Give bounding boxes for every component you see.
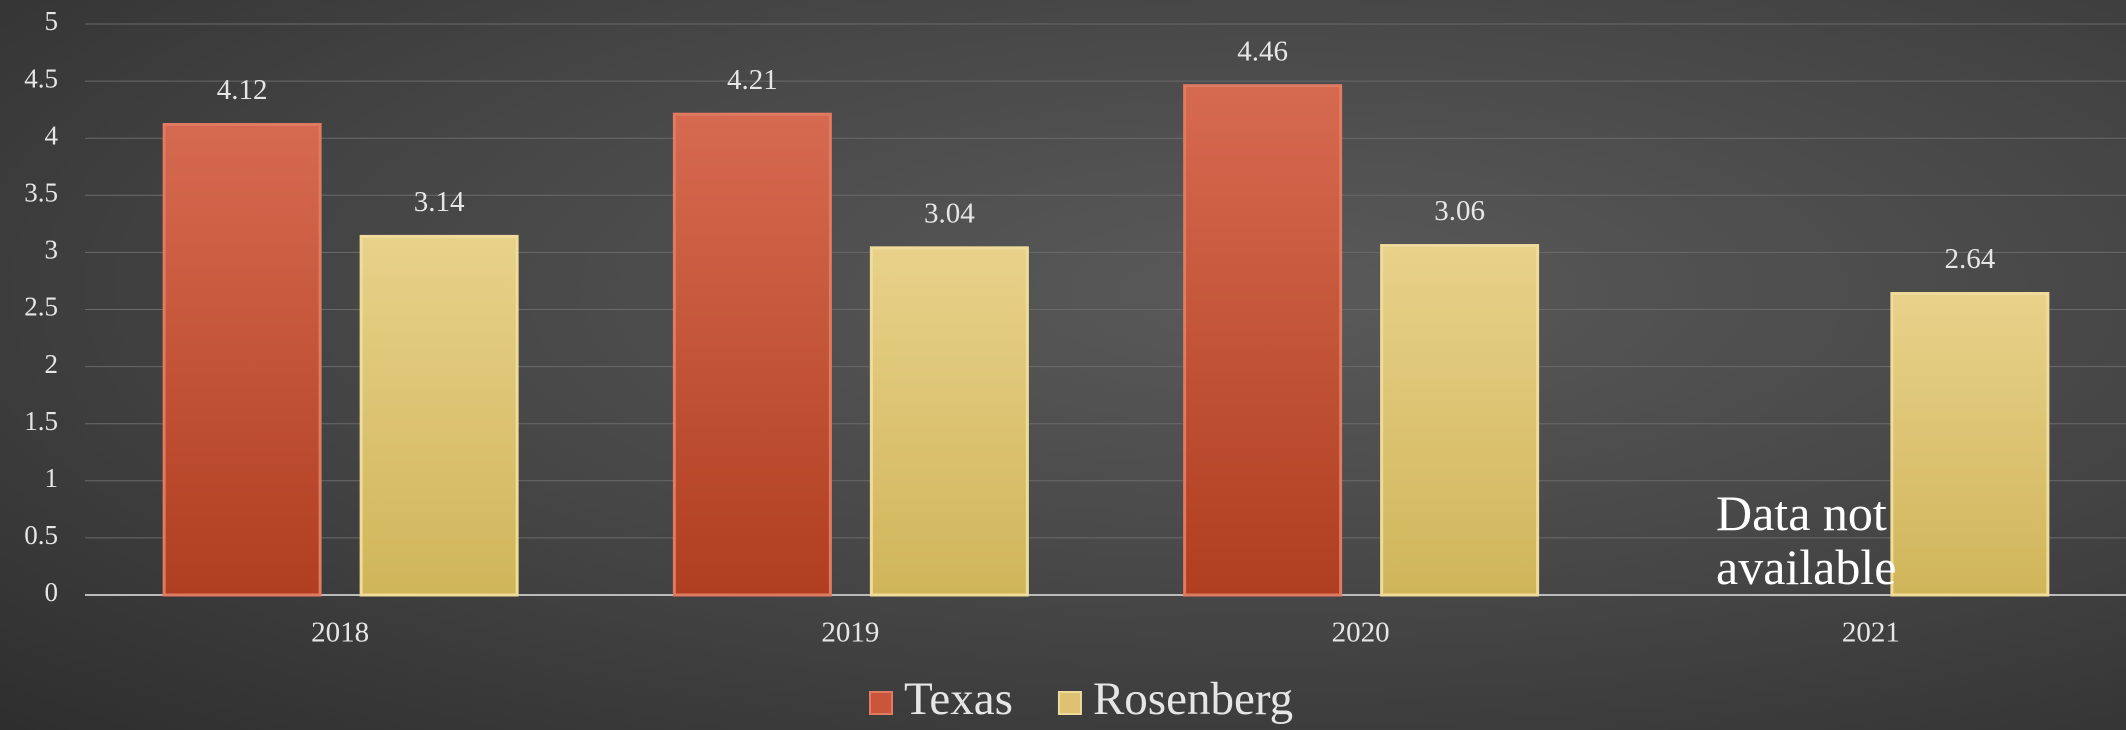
y-tick-label: 2: [45, 349, 59, 379]
bar: [672, 112, 832, 597]
x-tick-label: 2018: [311, 617, 369, 649]
y-tick-label: 5: [45, 6, 59, 36]
bar: [1380, 244, 1540, 597]
x-tick-label: 2021: [1842, 617, 1900, 649]
bar: [1183, 84, 1343, 597]
value-label: 4.12: [217, 74, 268, 106]
bar: [162, 122, 322, 597]
value-label: 2.64: [1945, 243, 1996, 275]
value-label: 4.21: [727, 64, 778, 96]
value-label: 3.14: [414, 186, 465, 218]
y-tick-label: 3.5: [24, 178, 58, 208]
y-tick-label: 4: [45, 120, 59, 150]
x-tick-label: 2020: [1332, 617, 1390, 649]
y-tick-label: 2.5: [24, 292, 58, 322]
y-tick-label: 1: [45, 463, 59, 493]
y-tick-label: 0: [45, 577, 59, 607]
bar: [869, 246, 1029, 597]
legend-label: Texas: [904, 673, 1013, 725]
value-label: 3.04: [924, 197, 975, 229]
annotation: Data not available: [1716, 485, 1897, 595]
legend-swatch: [869, 691, 893, 715]
legend-label: Rosenberg: [1093, 673, 1293, 725]
bar: [359, 234, 519, 597]
bar: [1890, 292, 2050, 597]
value-label: 3.06: [1434, 195, 1485, 227]
x-tick-label: 2019: [821, 617, 879, 649]
y-tick-label: 1.5: [24, 406, 58, 436]
value-label: 4.46: [1237, 35, 1288, 67]
y-tick-label: 3: [45, 235, 59, 265]
y-tick-label: 4.5: [24, 63, 58, 93]
y-tick-label: 0.5: [24, 520, 58, 550]
legend-swatch: [1057, 691, 1082, 715]
